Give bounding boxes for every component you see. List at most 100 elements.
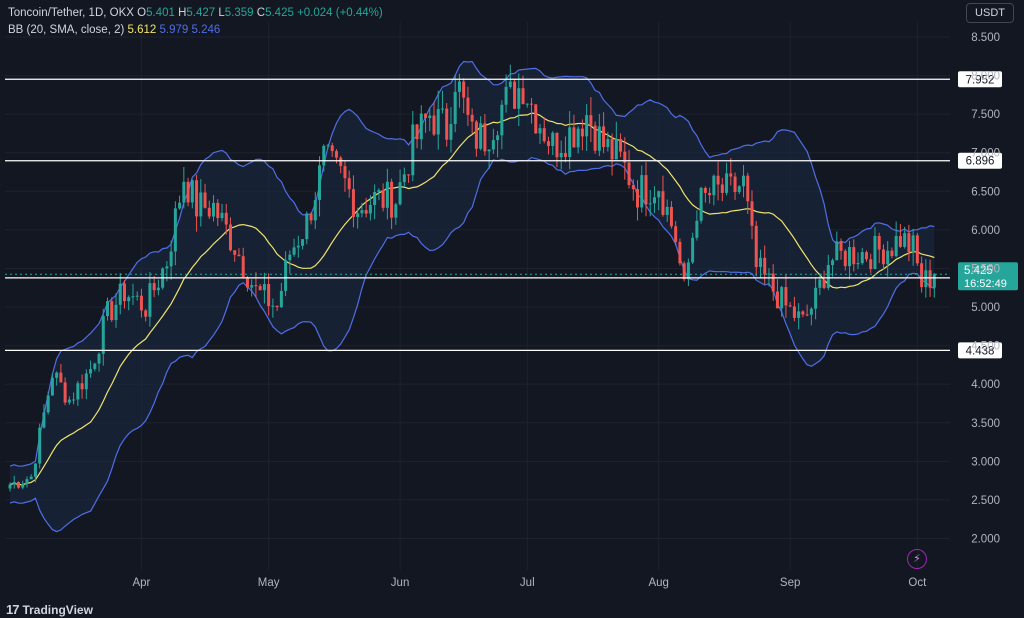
candle-body (288, 254, 292, 261)
x-tick-label: Aug (648, 577, 668, 589)
y-tick-label: 5.500 (971, 263, 1000, 275)
y-tick-label: 2.500 (971, 495, 1000, 507)
candle-body (152, 283, 156, 291)
candle-body (513, 81, 517, 109)
candle-body (521, 88, 525, 105)
candle-body (517, 88, 521, 109)
candle-body (928, 270, 932, 288)
candle-body (334, 151, 338, 158)
candle-body (313, 200, 317, 221)
candle-body (271, 305, 275, 307)
candle-body (479, 123, 483, 149)
y-tick-label: 6.000 (971, 225, 1000, 237)
candle-body (483, 123, 487, 152)
candle-body (279, 290, 283, 308)
candle-body (784, 287, 788, 306)
candle-body (708, 192, 712, 196)
candle-body (25, 479, 29, 485)
candle-body (606, 138, 610, 148)
candle-body (424, 113, 428, 119)
candle-body (661, 191, 665, 215)
candle-body (508, 81, 512, 87)
candle-body (932, 274, 936, 288)
quote-currency-button[interactable]: USDT (966, 3, 1014, 23)
low-label: L (218, 7, 225, 19)
candle-body (504, 86, 508, 105)
candle-body (59, 372, 63, 383)
x-tick-label: Sep (780, 577, 800, 589)
bollinger-basis-line (9, 112, 935, 486)
candle-body (648, 203, 652, 205)
candle-body (407, 174, 411, 176)
candle-body (576, 128, 580, 148)
candle-body (780, 287, 784, 309)
time-axis[interactable]: Apr May Jun Jul Aug Sep Oct (132, 577, 927, 589)
candle-body (767, 273, 771, 275)
candle-body (262, 284, 266, 291)
price-axis[interactable]: 8.500 8.000 7.500 7.000 6.500 6.000 5.500 5.000… (971, 32, 1000, 545)
candle-body (97, 353, 101, 364)
current-price-label: 5.425 (964, 265, 993, 277)
level-price-label: 6.896 (966, 156, 995, 168)
candle-body (190, 180, 194, 203)
candle-body (428, 115, 432, 119)
candle-body (301, 239, 305, 246)
level-price-tag (958, 342, 1002, 359)
candle-body (678, 241, 682, 264)
candle-body (487, 149, 491, 152)
candle-body (610, 138, 614, 160)
symbol-title[interactable]: Toncoin/Tether, 1D, OKX (8, 7, 134, 19)
bollinger-bands (9, 60, 935, 533)
candle-body (839, 241, 843, 251)
current-price-tag (958, 262, 1018, 291)
candle-body (390, 181, 394, 218)
tradingview-logo[interactable]: 17 TradingView (6, 602, 93, 617)
candle-body (903, 233, 907, 247)
candle-body (122, 283, 126, 302)
lightning-icon[interactable]: ⚡ (907, 549, 927, 569)
candle-body (139, 295, 143, 311)
bollinger-upper-line (9, 60, 935, 467)
candle-body (890, 250, 894, 257)
candle-body (186, 181, 190, 203)
candle-body (449, 124, 453, 140)
candle-body (347, 178, 351, 190)
candle-body (792, 306, 796, 318)
candle-body (398, 182, 402, 205)
candle-body (881, 249, 885, 265)
candle-body (368, 204, 372, 214)
candle-body (720, 184, 724, 193)
candle-body (385, 181, 389, 208)
y-tick-label: 7.500 (971, 109, 1000, 121)
candle-body (805, 314, 809, 316)
candle-body (46, 395, 50, 413)
candle-body (725, 173, 729, 193)
candle-body (16, 481, 20, 488)
candle-body (915, 235, 919, 264)
candle-body (644, 175, 648, 205)
y-tick-label: 5.000 (971, 302, 1000, 314)
high-label: H (178, 7, 187, 19)
candle-body (750, 201, 754, 226)
candle-body (275, 305, 279, 308)
chart-legend: Toncoin/Tether, 1D, OKX O5.401 H5.427 L5… (8, 5, 383, 39)
candle-body (237, 254, 241, 257)
candle-body (254, 285, 258, 287)
y-tick-label: 6.500 (971, 186, 1000, 198)
candle-body (84, 373, 88, 390)
candle-body (127, 297, 131, 302)
candle-body (848, 247, 852, 267)
indicator-name[interactable]: BB (20, SMA, close, 2) (8, 24, 125, 36)
candle-body (703, 187, 707, 193)
candle-body (758, 257, 762, 267)
candle-body (228, 224, 232, 251)
candle-body (470, 114, 474, 122)
candle-body (593, 125, 597, 151)
y-tick-label: 3.500 (971, 418, 1000, 430)
candle-body (8, 484, 12, 489)
candle-body (742, 175, 746, 187)
close-label: C (256, 7, 266, 19)
candle-body (199, 192, 203, 217)
